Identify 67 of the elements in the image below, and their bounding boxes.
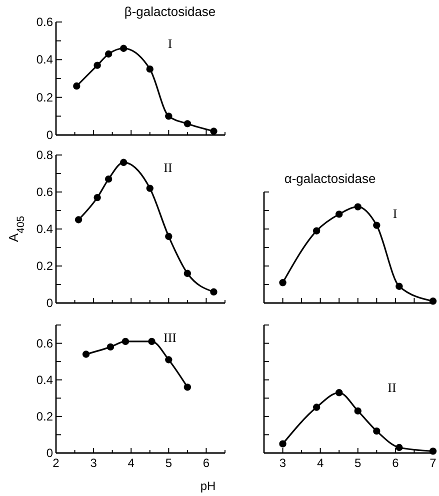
point: [279, 279, 286, 286]
y-tick-label: 0.4: [36, 222, 54, 236]
point: [210, 288, 218, 296]
point: [165, 112, 172, 120]
point: [336, 210, 343, 218]
x-tick-label: 5: [165, 456, 172, 470]
x-tick-label: 2: [52, 456, 60, 470]
annotation: III: [164, 330, 176, 345]
point: [184, 270, 192, 277]
point: [106, 343, 114, 351]
point: [210, 128, 218, 135]
point: [104, 50, 112, 58]
y-tick-label: 0.2: [36, 259, 54, 273]
x-tick-label: 5: [354, 456, 362, 470]
chart-title: α-galactosidase: [284, 171, 376, 186]
point: [120, 158, 128, 166]
annotation: II: [164, 160, 172, 175]
point: [279, 440, 286, 448]
point: [336, 389, 343, 396]
annotation: I: [168, 36, 172, 51]
y-tick-label: 0: [46, 128, 54, 142]
y-tick-label: 0.6: [36, 185, 54, 199]
point: [396, 282, 403, 290]
point: [73, 82, 80, 90]
chart-title: β-galactosidase: [124, 4, 216, 19]
point: [146, 65, 154, 73]
x-tick-label: 6: [392, 456, 400, 470]
point: [373, 222, 380, 229]
point: [120, 44, 128, 52]
y-tick-label: 0.6: [36, 336, 54, 350]
y-tick-label: 0.2: [36, 90, 54, 104]
point: [104, 175, 112, 183]
point: [148, 338, 156, 346]
point: [74, 216, 82, 224]
point: [165, 232, 172, 240]
x-tick-label: 7: [430, 456, 437, 470]
point: [429, 298, 437, 305]
y-tick-label: 0.2: [36, 409, 54, 424]
y-tick-label: 0.4: [36, 372, 54, 387]
point: [354, 407, 362, 415]
x-axis-title: pH: [200, 479, 216, 493]
x-tick-label: 6: [202, 456, 210, 470]
point: [122, 338, 130, 346]
point: [312, 404, 320, 411]
point: [184, 120, 192, 128]
point: [373, 427, 380, 435]
y-tick-label: 0.6: [36, 15, 54, 29]
annotation: I: [392, 206, 398, 221]
y-tick-label: 0.8: [36, 148, 54, 162]
point: [165, 356, 172, 364]
point: [429, 448, 437, 455]
point: [184, 384, 192, 391]
x-tick-label: 3: [279, 456, 286, 470]
x-tick-label: 4: [128, 456, 135, 470]
point: [312, 227, 320, 234]
y-tick-label: 0: [46, 446, 54, 460]
x-tick-label: 4: [316, 456, 324, 470]
point: [146, 184, 154, 192]
y-tick-label: 0.4: [36, 52, 54, 67]
point: [94, 194, 101, 202]
y-tick-label: 0: [46, 296, 54, 310]
annotation: II: [388, 380, 396, 395]
point: [82, 350, 90, 358]
point: [354, 203, 362, 210]
point: [94, 62, 101, 69]
point: [396, 444, 403, 452]
x-tick-label: 3: [90, 456, 98, 470]
